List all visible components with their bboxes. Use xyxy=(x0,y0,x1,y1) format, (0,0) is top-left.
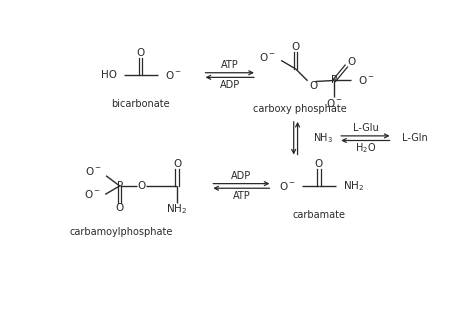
Text: O$^-$: O$^-$ xyxy=(259,51,276,63)
Text: O: O xyxy=(137,48,145,58)
Text: ATP: ATP xyxy=(233,191,250,201)
Text: O: O xyxy=(116,203,124,213)
Text: O$^-$: O$^-$ xyxy=(164,69,182,81)
Text: NH$_3$: NH$_3$ xyxy=(313,131,334,145)
Text: carbamate: carbamate xyxy=(292,210,346,220)
Text: H$_2$O: H$_2$O xyxy=(355,141,376,155)
Text: L-Gln: L-Gln xyxy=(402,133,428,143)
Text: carbamoylphosphate: carbamoylphosphate xyxy=(70,227,173,237)
Text: O$^-$: O$^-$ xyxy=(83,188,100,200)
Text: ATP: ATP xyxy=(221,60,238,70)
Text: O: O xyxy=(137,181,146,191)
Text: O: O xyxy=(173,159,181,169)
Text: O: O xyxy=(347,57,356,67)
Text: P: P xyxy=(117,181,123,191)
Text: carboxy phosphate: carboxy phosphate xyxy=(253,104,346,114)
Text: O$^-$: O$^-$ xyxy=(358,74,375,86)
Text: O$^-$: O$^-$ xyxy=(326,97,343,109)
Text: O$^-$: O$^-$ xyxy=(279,180,296,192)
Text: ADP: ADP xyxy=(231,171,252,181)
Text: ADP: ADP xyxy=(219,80,240,90)
Text: L-Glu: L-Glu xyxy=(353,123,378,133)
Text: O$^-$: O$^-$ xyxy=(85,165,102,177)
Text: bicarbonate: bicarbonate xyxy=(111,99,170,109)
Text: P: P xyxy=(331,76,337,86)
Text: HO: HO xyxy=(100,70,117,80)
Text: NH$_2$: NH$_2$ xyxy=(343,179,364,193)
Text: O: O xyxy=(292,42,300,52)
Text: O: O xyxy=(309,81,318,91)
Text: O: O xyxy=(315,159,323,169)
Text: NH$_2$: NH$_2$ xyxy=(166,202,188,216)
